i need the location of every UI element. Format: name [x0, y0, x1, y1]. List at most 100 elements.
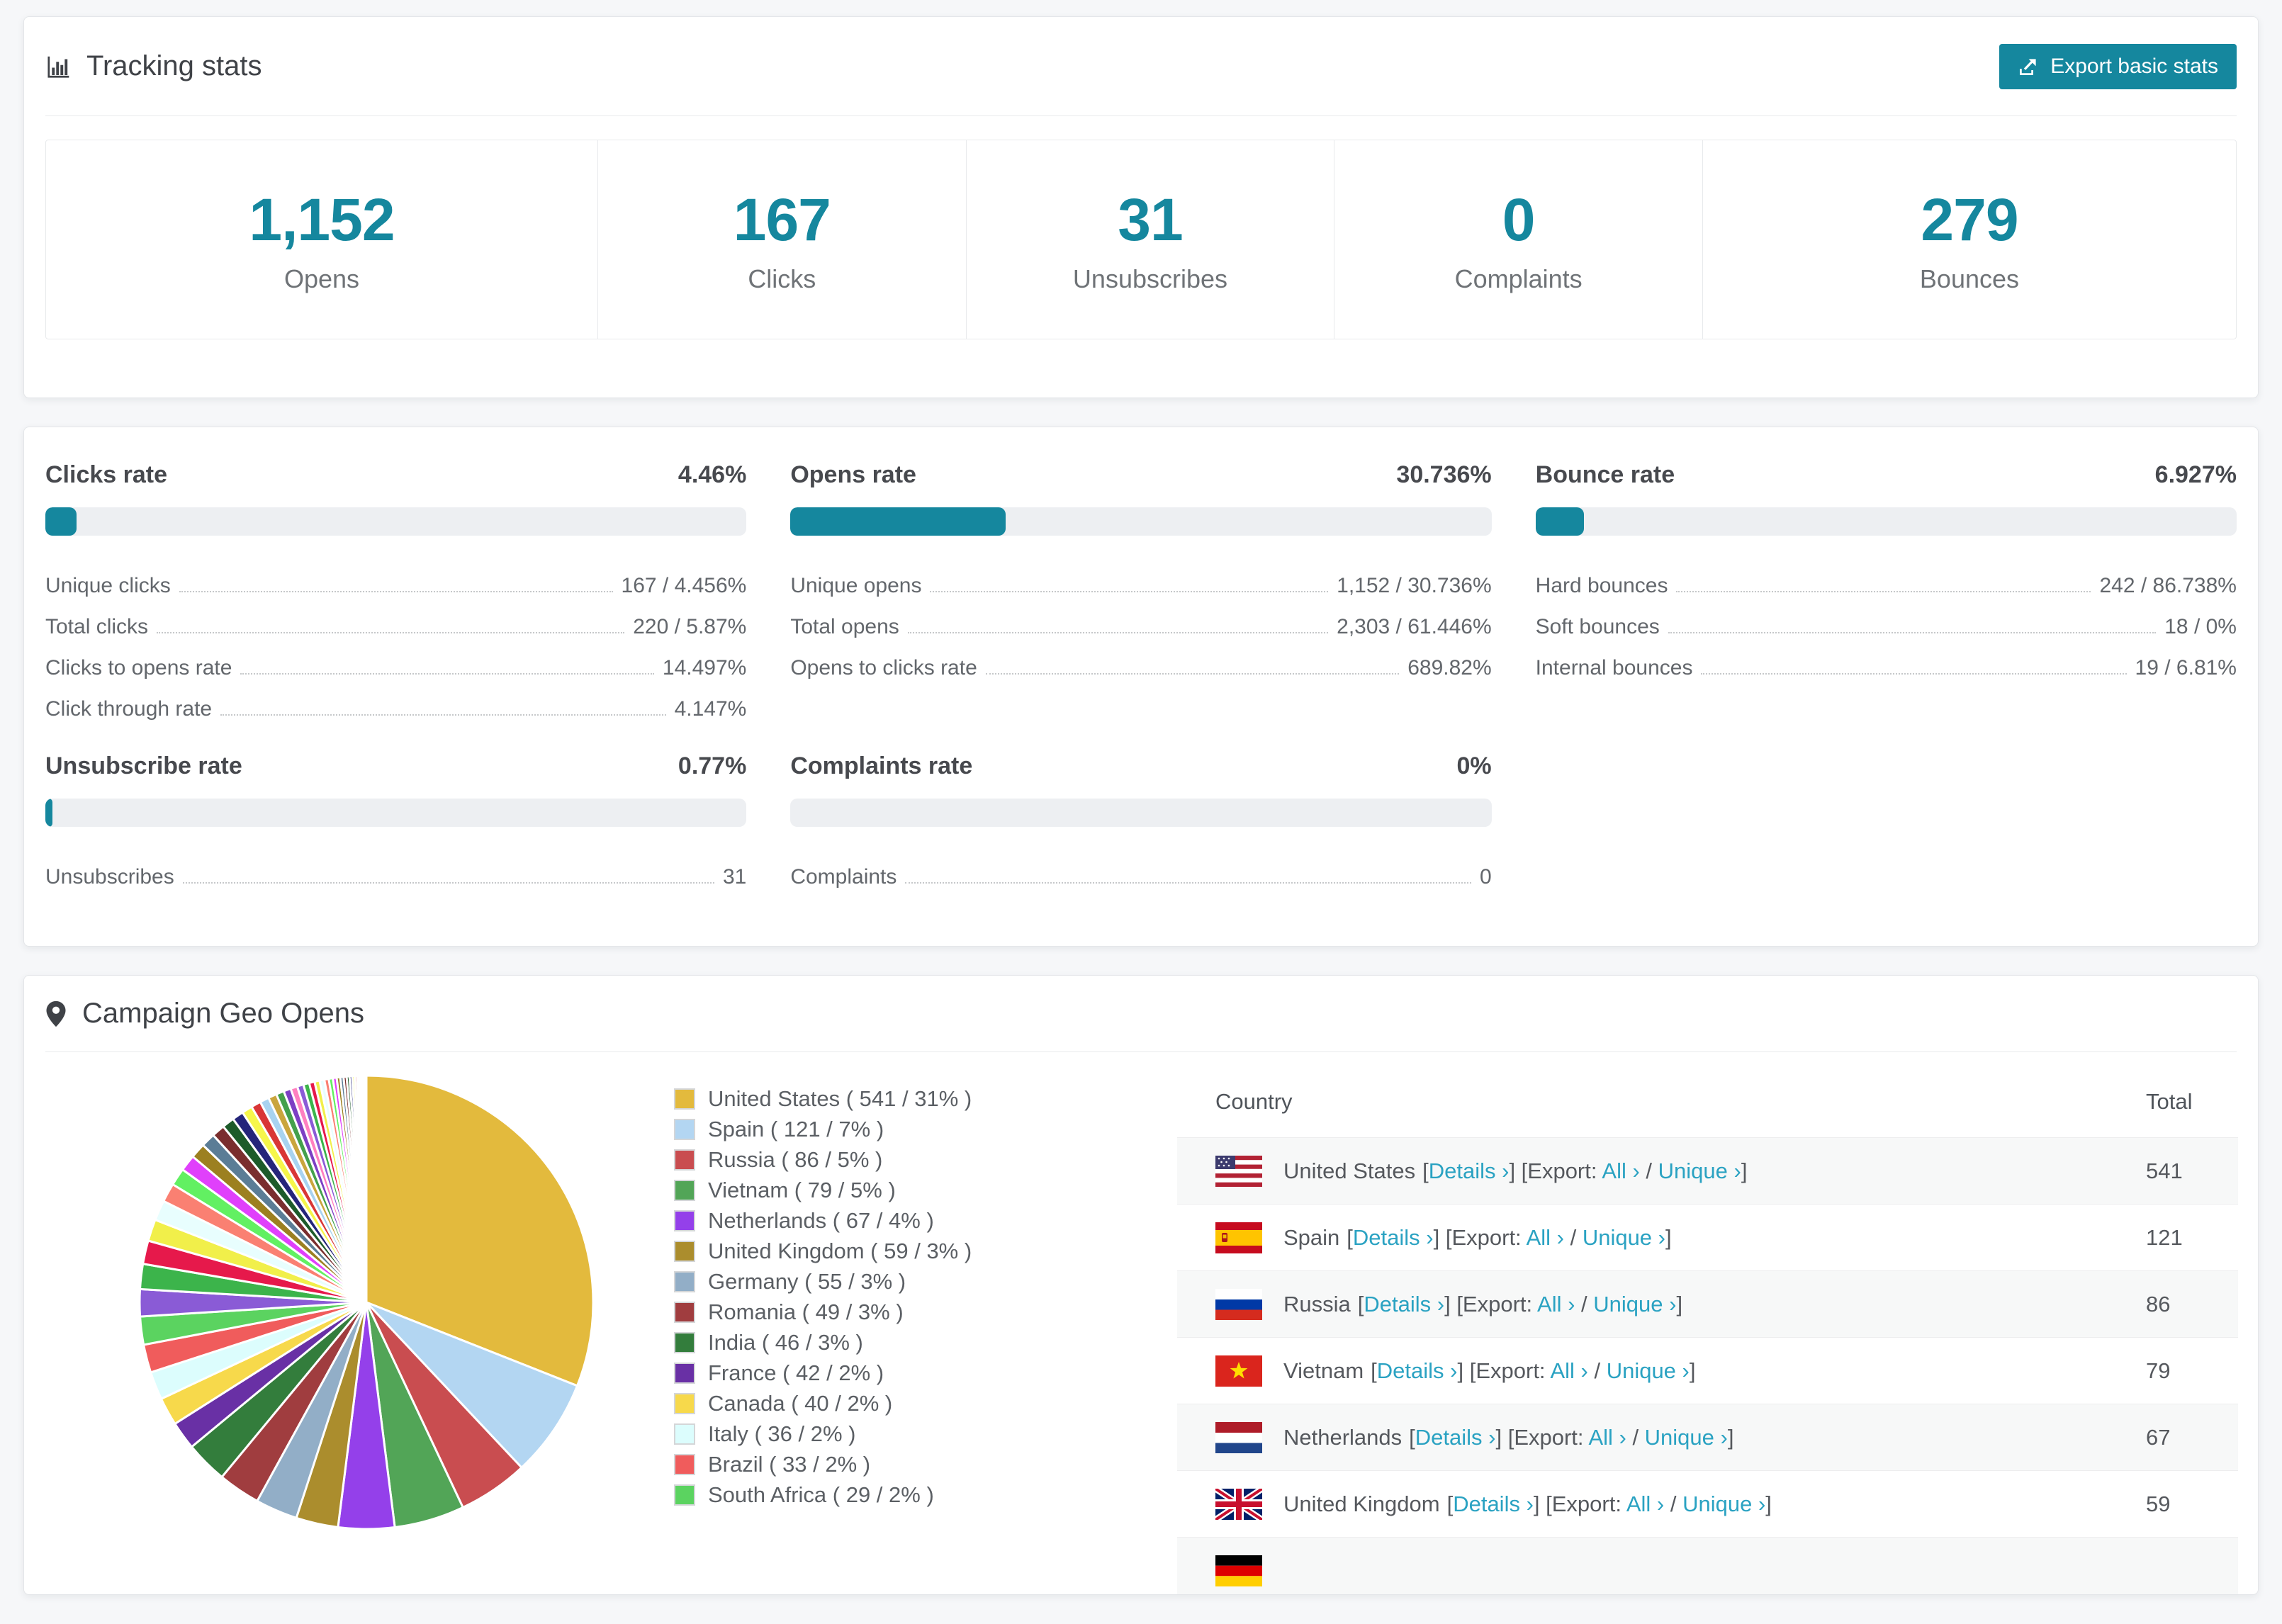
details-link[interactable]: Details ›	[1352, 1224, 1434, 1250]
rate-head: Bounce rate 6.927%	[1536, 461, 2237, 489]
bracket-text: [	[1446, 1491, 1454, 1516]
legend-item[interactable]: India ( 46 / 3% )	[674, 1327, 972, 1358]
pie-slice[interactable]	[365, 1074, 595, 1387]
dotted-leader	[157, 632, 625, 633]
rate-detail-row: Hard bounces 242 / 86.738%	[1536, 557, 2237, 598]
dotted-leader	[220, 714, 666, 716]
rate-detail-value: 1,152 / 30.736%	[1337, 574, 1492, 597]
legend-label: Netherlands ( 67 / 4% )	[708, 1207, 934, 1233]
dotted-leader	[907, 632, 1329, 633]
progress-bar	[1535, 507, 2237, 536]
stat-box: 1,152 Opens	[46, 140, 597, 339]
rate-title: Opens rate	[790, 461, 916, 488]
legend-item[interactable]: France ( 42 / 2% )	[674, 1358, 972, 1388]
dotted-leader	[1668, 632, 2157, 633]
pie-slice[interactable]	[364, 1074, 368, 1303]
progress-fill	[1535, 507, 1585, 536]
legend-item[interactable]: Canada ( 40 / 2% )	[674, 1388, 972, 1419]
country-name: Russia	[1283, 1291, 1351, 1316]
rate-head: Complaints rate 0%	[790, 752, 1491, 780]
legend-item[interactable]: Vietnam ( 79 / 5% )	[674, 1175, 972, 1205]
rate-title: Clicks rate	[45, 461, 167, 488]
rate-detail-value: 167 / 4.456%	[621, 574, 747, 597]
export-all-link[interactable]: All ›	[1602, 1158, 1640, 1183]
legend-swatch	[674, 1392, 695, 1414]
rate-value: 0.77%	[678, 752, 747, 779]
legend-item[interactable]: Romania ( 49 / 3% )	[674, 1297, 972, 1327]
details-link[interactable]: Details ›	[1415, 1424, 1496, 1450]
rate-detail-rows: Unique opens 1,152 / 30.736% Total opens…	[790, 557, 1491, 680]
rate-value: 0%	[1456, 752, 1492, 779]
dotted-leader	[1701, 673, 2127, 675]
legend-item[interactable]: Russia ( 86 / 5% )	[674, 1144, 972, 1175]
stat-value: 1,152	[249, 186, 395, 253]
export-all-link[interactable]: All ›	[1626, 1491, 1665, 1516]
rate-detail-row: Complaints 0	[790, 848, 1491, 889]
legend-item[interactable]: South Africa ( 29 / 2% )	[674, 1479, 972, 1510]
export-all-link[interactable]: All ›	[1526, 1224, 1564, 1250]
export-text: ] [Export:	[1495, 1424, 1589, 1450]
rate-detail-value: 19 / 6.81%	[2135, 656, 2237, 680]
legend-swatch	[674, 1270, 695, 1292]
rate-detail-row: Clicks to opens rate 14.497%	[45, 639, 746, 680]
rate-detail-value: 4.147%	[674, 697, 747, 721]
rate-detail-label: Internal bounces	[1535, 656, 1693, 680]
legend-item[interactable]: Netherlands ( 67 / 4% )	[674, 1205, 972, 1236]
country-flag-icon	[1215, 1421, 1262, 1453]
rate-detail-value: 31	[722, 865, 747, 889]
country-flag-icon	[1215, 1222, 1262, 1253]
country-total: 79	[2146, 1358, 2171, 1383]
export-all-link[interactable]: All ›	[1588, 1424, 1626, 1450]
export-all-link[interactable]: All ›	[1550, 1358, 1588, 1383]
bracket-text: ]	[1689, 1358, 1696, 1383]
rate-detail-row: Total clicks 220 / 5.87%	[45, 598, 746, 639]
rates-card: Clicks rate 4.46% Unique clicks 167 / 4.…	[23, 427, 2259, 947]
legend-label: United Kingdom ( 59 / 3% )	[708, 1238, 972, 1263]
slash-text: /	[1575, 1291, 1594, 1316]
export-unique-link[interactable]: Unique ›	[1658, 1158, 1741, 1183]
legend-item[interactable]: United Kingdom ( 59 / 3% )	[674, 1236, 972, 1266]
rate-detail-rows: Unsubscribes 31	[45, 848, 746, 889]
legend-item[interactable]: Spain ( 121 / 7% )	[674, 1114, 972, 1144]
country-flag-icon	[1215, 1355, 1262, 1387]
legend-swatch	[674, 1179, 695, 1201]
export-basic-stats-button[interactable]: Export basic stats	[1999, 43, 2237, 89]
tracking-stats-title: Tracking stats	[45, 50, 262, 82]
table-row: Vietnam [Details ›] [Export: All › / Uniq…	[1177, 1337, 2238, 1404]
export-unique-link[interactable]: Unique ›	[1582, 1224, 1665, 1250]
table-row: United States [Details ›] [Export: All › …	[1177, 1137, 2238, 1204]
tracking-stats-header: Tracking stats Export basic stats	[45, 17, 2237, 116]
stat-label: Clicks	[748, 264, 816, 293]
details-link[interactable]: Details ›	[1364, 1291, 1445, 1316]
rate-detail-label: Total clicks	[45, 615, 149, 638]
legend-item[interactable]: Germany ( 55 / 3% )	[674, 1266, 972, 1297]
rate-detail-value: 0	[1479, 865, 1492, 889]
stats-row: 1,152 Opens 167 Clicks 31 Unsubscribes 0…	[45, 140, 2237, 339]
stat-box: 31 Unsubscribes	[965, 140, 1334, 339]
rate-detail-label: Unique clicks	[45, 574, 171, 597]
rate-detail-label: Unsubscribes	[45, 865, 174, 889]
bracket-text: [	[1347, 1224, 1353, 1250]
rate-detail-label: Clicks to opens rate	[45, 656, 232, 680]
rate-detail-value: 220 / 5.87%	[633, 615, 747, 638]
legend-swatch	[674, 1301, 695, 1323]
legend-item[interactable]: United States ( 541 / 31% )	[674, 1083, 972, 1114]
details-link[interactable]: Details ›	[1428, 1158, 1510, 1183]
legend-item[interactable]: Brazil ( 33 / 2% )	[674, 1449, 972, 1479]
rate-head: Unsubscribe rate 0.77%	[45, 752, 746, 780]
rate-detail-rows: Complaints 0	[790, 848, 1491, 889]
export-all-link[interactable]: All ›	[1537, 1291, 1575, 1316]
export-unique-link[interactable]: Unique ›	[1593, 1291, 1677, 1316]
export-unique-link[interactable]: Unique ›	[1606, 1358, 1690, 1383]
details-link[interactable]: Details ›	[1376, 1358, 1458, 1383]
dotted-leader	[905, 882, 1471, 884]
pie-slice[interactable]	[365, 1301, 579, 1470]
column-header-country: Country	[1215, 1089, 1293, 1114]
geo-pie-chart[interactable]	[130, 1066, 602, 1538]
legend-item[interactable]: Italy ( 36 / 2% )	[674, 1419, 972, 1449]
country-name: Netherlands	[1283, 1424, 1403, 1450]
details-link[interactable]: Details ›	[1453, 1491, 1534, 1516]
rate-block: Unsubscribe rate 0.77% Unsubscribes 31	[45, 752, 747, 889]
export-unique-link[interactable]: Unique ›	[1644, 1424, 1728, 1450]
export-unique-link[interactable]: Unique ›	[1682, 1491, 1766, 1516]
